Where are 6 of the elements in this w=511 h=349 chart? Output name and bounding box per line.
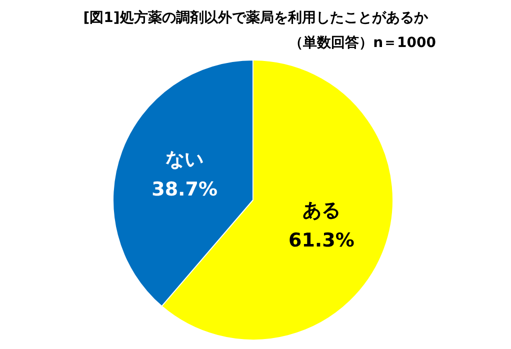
data-label: 61.3% xyxy=(288,229,354,252)
chart-subtitle: （単数回答）n＝1000 xyxy=(289,35,436,51)
data-label: 38.7% xyxy=(152,178,218,201)
slice-label: ある xyxy=(302,199,340,222)
chart-title: [図1]処方薬の調剤以外で薬局を利用したことがあるか xyxy=(83,9,429,26)
slice-label: ない xyxy=(166,148,204,171)
